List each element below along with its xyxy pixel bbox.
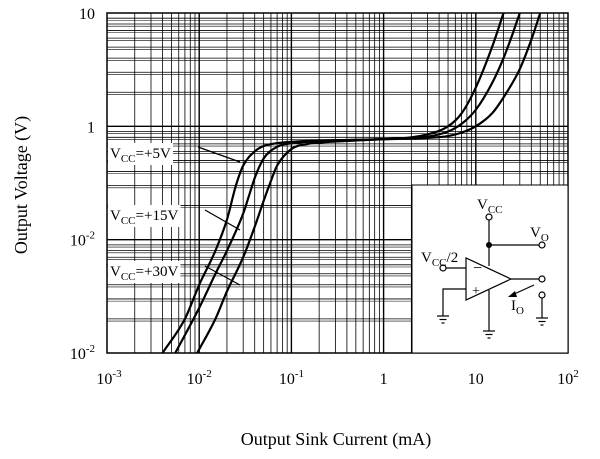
- inset-vcc-sub: CC: [488, 204, 503, 216]
- y-tick-label-base: 10: [70, 233, 86, 250]
- series-label-3: VCC=+30V: [110, 264, 178, 283]
- series-label-sub: CC: [121, 153, 136, 165]
- series-label-main: V: [110, 264, 121, 280]
- series-label-sub: CC: [121, 215, 136, 227]
- series-label-sub: CC: [121, 271, 136, 283]
- x-tick-label-exp: -2: [203, 368, 212, 380]
- series-label-rest: =+5V: [136, 146, 171, 162]
- inset-vin-main: V: [421, 250, 432, 266]
- y-tick-label: 10-2: [70, 230, 95, 250]
- series-label-leader-3: [204, 265, 241, 286]
- x-tick-label-base: 10: [187, 371, 203, 388]
- inset-io-label: IO: [511, 298, 524, 317]
- x-tick-label-exp: 2: [573, 368, 579, 380]
- x-tick-label-base: 10: [557, 371, 573, 388]
- inset-vo-main: V: [530, 225, 541, 241]
- x-tick-label: 102: [557, 368, 579, 388]
- inset-io-sub: O: [516, 305, 524, 317]
- series-label-main: V: [110, 146, 121, 162]
- plot-frame: [106, 12, 569, 354]
- series-label-rest: =+30V: [136, 264, 179, 280]
- series-label-1: VCC=+5V: [110, 146, 171, 165]
- inset-vcc-main: V: [477, 197, 488, 213]
- series-line-2: [174, 12, 521, 354]
- x-tick-label: 10: [468, 371, 484, 388]
- x-tick-label-exp: -3: [112, 368, 122, 380]
- x-tick-label: 10-1: [279, 368, 304, 388]
- y-tick-label: 1: [87, 119, 95, 136]
- series-label-background-2: [108, 205, 181, 227]
- opamp-schematic-inset: − + VCC VO VCC/2 IO: [411, 184, 569, 354]
- y-tick-label-base: 10: [79, 6, 95, 23]
- x-tick-label-base: 10: [279, 371, 295, 388]
- y-tick-label-base: 10: [70, 346, 86, 363]
- y-axis-title: Output Voltage (V): [11, 116, 32, 254]
- inset-vin-sub: CC: [432, 257, 447, 269]
- opamp-triangle: [465, 257, 513, 301]
- ground-terminal: [538, 291, 546, 299]
- inset-vo-label: VO: [530, 225, 549, 244]
- x-tick-label-exp: -1: [295, 368, 304, 380]
- inset-io-main: I: [511, 298, 516, 314]
- series-label-background-3: [108, 261, 181, 283]
- y-tick-label-exp: -2: [86, 343, 95, 355]
- y-tick-label-base: 1: [87, 119, 95, 136]
- vo-terminal: [538, 241, 546, 249]
- x-tick-label: 10-3: [96, 368, 122, 388]
- x-tick-label-base: 10: [468, 371, 484, 388]
- series-label-rest: =+15V: [136, 208, 179, 224]
- inset-vin-label: VCC/2: [421, 250, 458, 269]
- inset-vcc-label: VCC: [477, 197, 503, 216]
- inset-plus-sign: +: [472, 284, 480, 299]
- series-label-leader-1: [197, 146, 241, 163]
- output-terminal: [538, 275, 546, 283]
- series-line-3: [196, 12, 542, 354]
- x-axis-title: Output Sink Current (mA): [241, 429, 432, 450]
- series-label-2: VCC=+15V: [110, 208, 178, 227]
- series-label-main: V: [110, 208, 121, 224]
- inset-vin-rest: /2: [447, 250, 459, 266]
- y-tick-label: 10: [79, 6, 95, 23]
- inset-minus-sign: −: [473, 260, 482, 277]
- x-tick-label-base: 10: [96, 371, 112, 388]
- plus-input-wire: [442, 288, 466, 316]
- inset-vo-sub: O: [541, 232, 549, 244]
- curves: [161, 12, 542, 354]
- x-tick-label: 10-2: [187, 368, 212, 388]
- x-tick-label-base: 1: [380, 371, 388, 388]
- series-line-1: [161, 12, 505, 354]
- x-tick-label: 1: [380, 371, 388, 388]
- series-label-leader-2: [204, 209, 241, 231]
- y-tick-label-exp: -2: [86, 230, 95, 242]
- io-arrow-head: [508, 291, 517, 297]
- y-tick-label: 10-2: [70, 343, 95, 363]
- series-label-background-1: [108, 143, 173, 165]
